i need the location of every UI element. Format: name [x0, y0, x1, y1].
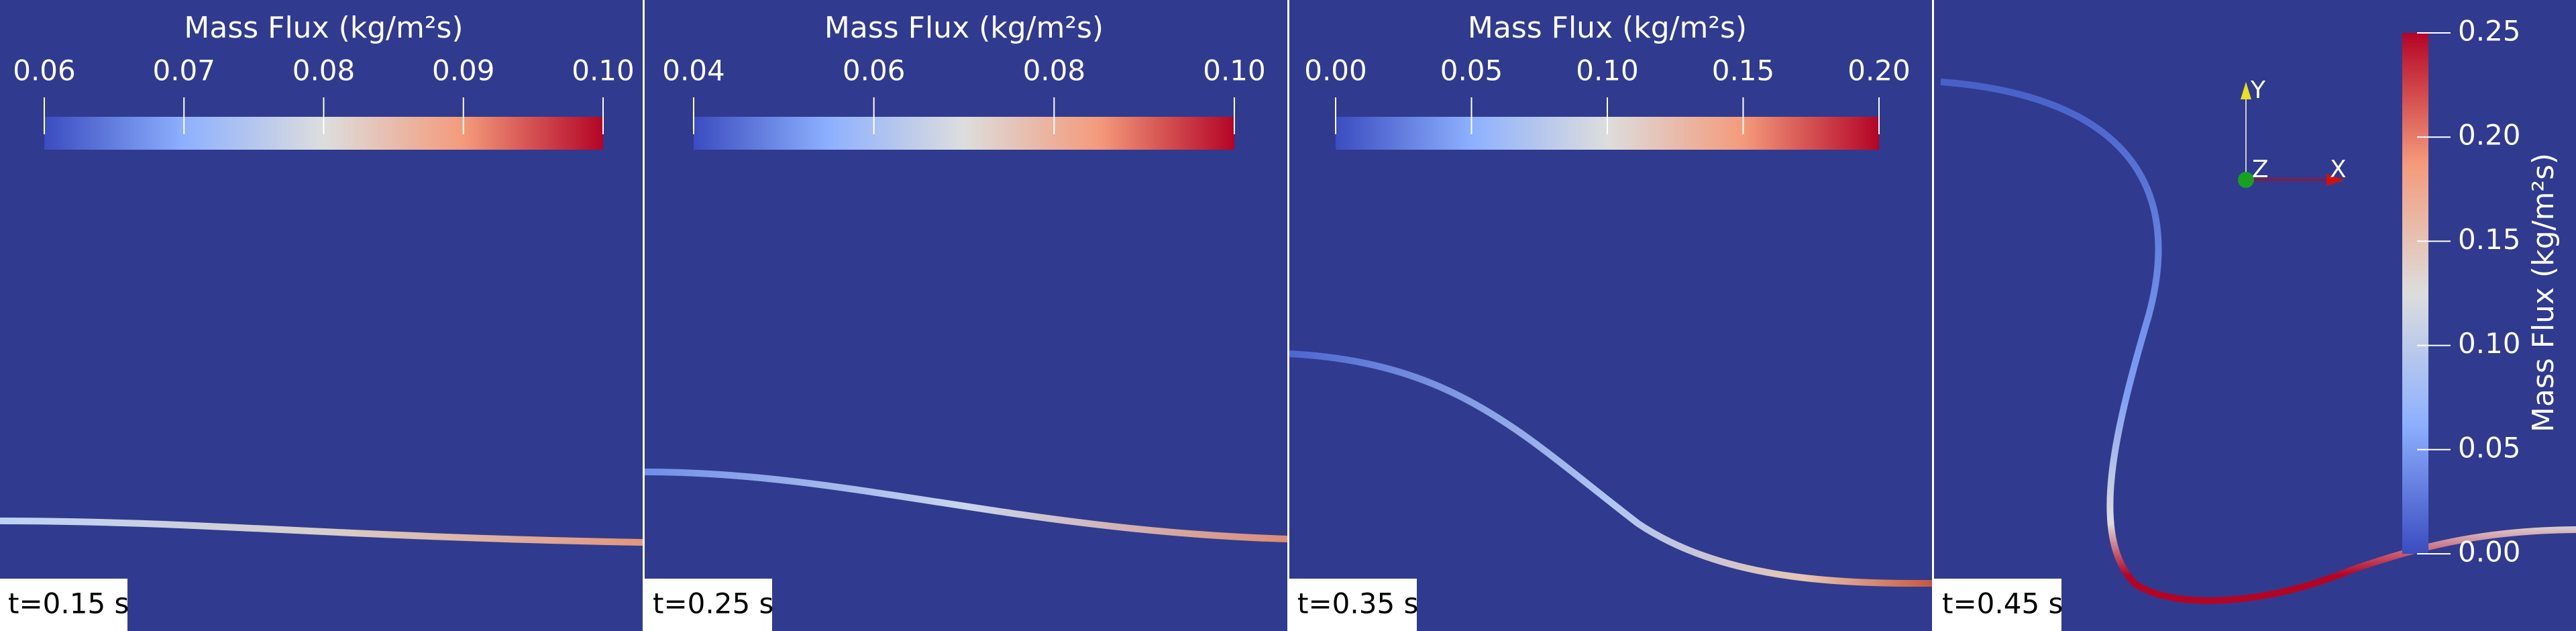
axis-label-x: X: [2330, 156, 2347, 183]
time-label: t=0.25 s: [653, 587, 773, 620]
colorbar-title: Mass Flux (kg/m²s): [2526, 153, 2561, 432]
background: [0, 0, 643, 631]
tick-label: 0.10: [572, 54, 635, 87]
background: [1289, 0, 1932, 631]
colorbar-title: Mass Flux (kg/m²s): [184, 11, 463, 45]
free-surface: [644, 469, 1288, 542]
tick-label: 0.25: [2458, 15, 2521, 48]
tick-label: 0.05: [1440, 54, 1503, 87]
background: [1934, 0, 2576, 631]
panel: t=0.25 s Mass Flux (kg/m²s) 0.04 0.06 0.08 0.…: [644, 0, 1288, 631]
tick-label: 0.10: [2458, 327, 2521, 360]
axis-label-z: Z: [2252, 156, 2269, 183]
panel: t=0.15 s Mass Flux (kg/m²s) 0.06 0.07 0.08 0.…: [0, 0, 643, 631]
tick-label: 0.15: [1712, 54, 1775, 87]
tick-label: 0.15: [2458, 223, 2521, 256]
axis-y-head: [2241, 82, 2251, 99]
time-label: t=0.35 s: [1297, 587, 1418, 620]
axis-x-head: [2326, 174, 2345, 186]
tick-label: 0.00: [1304, 54, 1367, 87]
panel: t=0.45 s 0.00 0.05 0.10 0.15 0.20 0.25 Mass Flu…: [1934, 0, 2576, 631]
tick-label: 0.10: [1576, 54, 1639, 87]
time-label: t=0.45 s: [1942, 587, 2063, 620]
axis-z: [2238, 172, 2254, 188]
tick-label: 0.04: [662, 54, 725, 87]
colorbar-title: Mass Flux (kg/m²s): [824, 11, 1104, 45]
tick-label: 0.08: [1023, 54, 1086, 87]
colorbar: [2402, 33, 2428, 554]
panel: t=0.35 s Mass Flux (kg/m²s) 0.00 0.05 0.10 0.…: [1289, 0, 1933, 631]
tick-label: 0.10: [1203, 54, 1266, 87]
time-label-box: [1289, 579, 1417, 631]
background: [645, 0, 1287, 631]
time-label-box: [1934, 579, 2061, 631]
colorbar: [694, 117, 1234, 150]
time-label-box: [645, 579, 772, 631]
time-label-box: [0, 579, 127, 631]
time-label: t=0.15 s: [8, 587, 129, 620]
free-surface: [0, 518, 643, 546]
tick-label: 0.00: [2458, 536, 2521, 569]
colorbar-title: Mass Flux (kg/m²s): [1468, 11, 1747, 45]
tick-label: 0.09: [432, 54, 495, 87]
tick-label: 0.05: [2458, 431, 2521, 464]
tick-label: 0.06: [13, 54, 76, 87]
tick-label: 0.20: [2458, 119, 2521, 152]
tick-label: 0.07: [152, 54, 215, 87]
tick-label: 0.08: [292, 54, 356, 87]
tick-label: 0.06: [843, 54, 906, 87]
tick-label: 0.20: [1847, 54, 1911, 87]
axis-label-y: Y: [2250, 77, 2266, 104]
free-surface: [1289, 350, 1933, 587]
